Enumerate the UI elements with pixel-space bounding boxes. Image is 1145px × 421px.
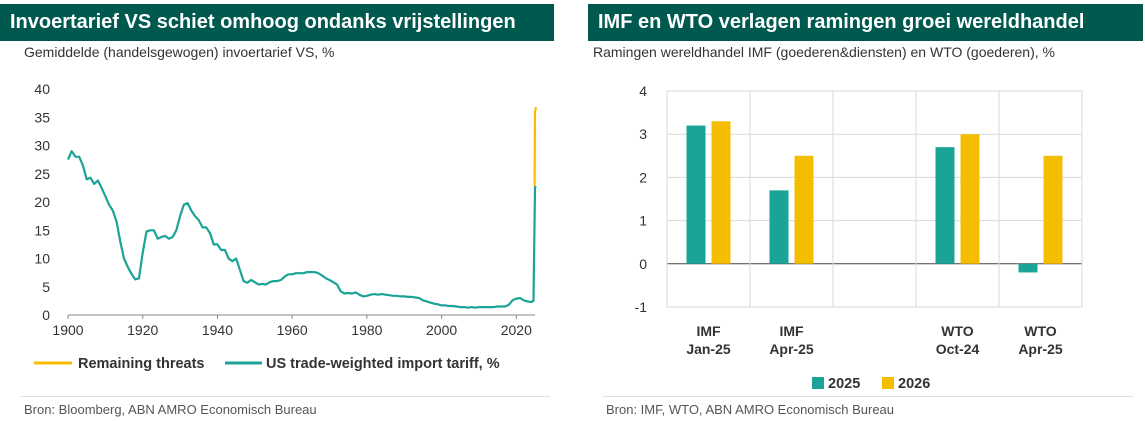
category-sublabel: Oct-24 (936, 341, 980, 357)
y-tick-label: 3 (639, 126, 647, 142)
y-tick-label: -1 (635, 299, 648, 315)
bar-2025-imf-apr-25 (769, 190, 789, 264)
y-tick-label: 25 (34, 166, 50, 182)
tariff-line (66, 150, 537, 309)
x-tick-label: 1960 (277, 322, 308, 338)
right-chart-title: IMF en WTO verlagen ramingen groei werel… (588, 4, 1143, 41)
x-tick-label: 2000 (426, 322, 457, 338)
y-tick-label: 40 (34, 81, 50, 97)
legend-label-2026: 2026 (898, 376, 930, 392)
legend-swatch-2026 (882, 377, 894, 389)
x-tick-label: 1940 (202, 322, 233, 338)
category-sublabel: Apr-25 (1018, 341, 1063, 357)
y-tick-label: 2 (639, 169, 647, 185)
bar-2025-imf-jan-25 (686, 125, 706, 264)
category-label: IMF (779, 323, 804, 339)
left-source: Bron: Bloomberg, ABN AMRO Economisch Bur… (24, 402, 317, 417)
category-label: IMF (696, 323, 721, 339)
bar-2025-wto-oct-24 (935, 147, 955, 264)
x-tick-label: 1980 (351, 322, 382, 338)
y-tick-label: 20 (34, 194, 50, 210)
y-tick-label: 0 (42, 307, 50, 323)
category-sublabel: Apr-25 (769, 341, 814, 357)
y-tick-label: 5 (42, 279, 50, 295)
category-label: WTO (941, 323, 974, 339)
x-tick-label: 1920 (127, 322, 158, 338)
legend-label-2025: 2025 (828, 376, 860, 392)
left-chart-title: Invoertarief VS schiet omhoog ondanks vr… (0, 4, 554, 41)
y-tick-label: 0 (639, 256, 647, 272)
category-label: WTO (1024, 323, 1057, 339)
bar-2026-imf-jan-25 (711, 121, 731, 264)
tariff-line-chart: 0 5 10 15 20 25 30 35 40 1900 1920 1940 1960 1980 2000… (34, 81, 538, 372)
left-chart-subtitle: Gemiddelde (handelsgewogen) invoertarief… (24, 44, 335, 60)
bar-2026-imf-apr-25 (794, 155, 814, 264)
y-tick-label: 4 (639, 83, 647, 99)
legend-swatch-2025 (812, 377, 824, 389)
y-tick-label: 30 (34, 138, 50, 154)
right-source-divider (603, 396, 1133, 397)
category-sublabel: Jan-25 (686, 341, 731, 357)
right-source: Bron: IMF, WTO, ABN AMRO Economisch Bure… (606, 402, 895, 417)
x-tick-label: 2020 (501, 322, 532, 338)
right-panel: IMF en WTO verlagen ramingen groei werel… (585, 0, 1145, 421)
left-panel: Invoertarief VS schiet omhoog ondanks vr… (0, 0, 560, 421)
trade-forecast-bar-chart: -1 0 1 2 3 4 IMF Jan-25 IMF Apr-25 WTO Oct-24 WTO Apr… (635, 83, 1083, 392)
bar-2025-wto-apr-25 (1018, 263, 1038, 273)
y-tick-label: 15 (34, 222, 50, 238)
y-tick-label: 10 (34, 251, 50, 267)
bar-2026-wto-apr-25 (1043, 155, 1063, 264)
remaining-threats-line (533, 106, 538, 187)
x-tick-label: 1900 (52, 322, 83, 338)
y-tick-label: 35 (34, 109, 50, 125)
left-source-divider (20, 396, 550, 397)
y-tick-label: 1 (639, 213, 647, 229)
right-chart-subtitle: Ramingen wereldhandel IMF (goederen&dien… (593, 44, 1055, 60)
legend-label-remaining-threats: Remaining threats (78, 356, 205, 372)
legend-label-tariff: US trade-weighted import tariff, % (266, 356, 500, 372)
bar-2026-wto-oct-24 (960, 134, 980, 264)
